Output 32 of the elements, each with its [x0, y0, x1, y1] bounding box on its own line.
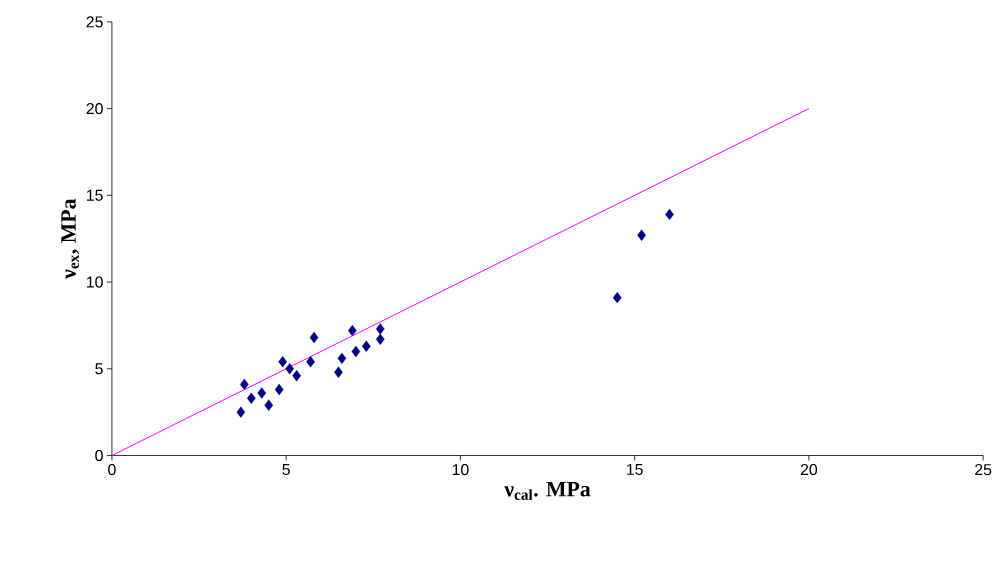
x-tick-label: 0	[108, 464, 116, 476]
y-tick-label: 0	[95, 449, 103, 462]
point	[264, 399, 274, 411]
y-tick-label: 5	[95, 363, 103, 375]
point	[236, 406, 246, 418]
x-tick-label: 10	[452, 464, 469, 476]
x-tick-label: 5	[282, 464, 290, 476]
x-tick-label: 20	[800, 464, 818, 476]
point	[334, 366, 343, 378]
point	[285, 363, 294, 375]
point	[637, 229, 646, 241]
point	[375, 333, 385, 345]
x-tick-label: 15	[627, 464, 643, 476]
point	[362, 340, 371, 352]
point	[306, 356, 315, 368]
point	[292, 370, 301, 382]
y-tick-label: 20	[86, 103, 103, 115]
x-tick-label: 25	[975, 464, 992, 476]
point	[274, 383, 284, 396]
y-tick-label: 25	[86, 16, 103, 28]
y-tick-label: 10	[87, 276, 103, 288]
point	[612, 292, 622, 304]
point	[337, 352, 347, 365]
point	[309, 331, 319, 344]
y-axis-title: ν$_{ex}$, MPa	[61, 198, 80, 279]
y-tick-label: 15	[87, 189, 103, 201]
point	[257, 387, 267, 399]
point	[351, 345, 361, 358]
point	[375, 323, 385, 335]
x-axis-title: ν$_{cal}$. MPa	[504, 482, 591, 500]
point	[278, 356, 287, 368]
point	[247, 392, 256, 404]
